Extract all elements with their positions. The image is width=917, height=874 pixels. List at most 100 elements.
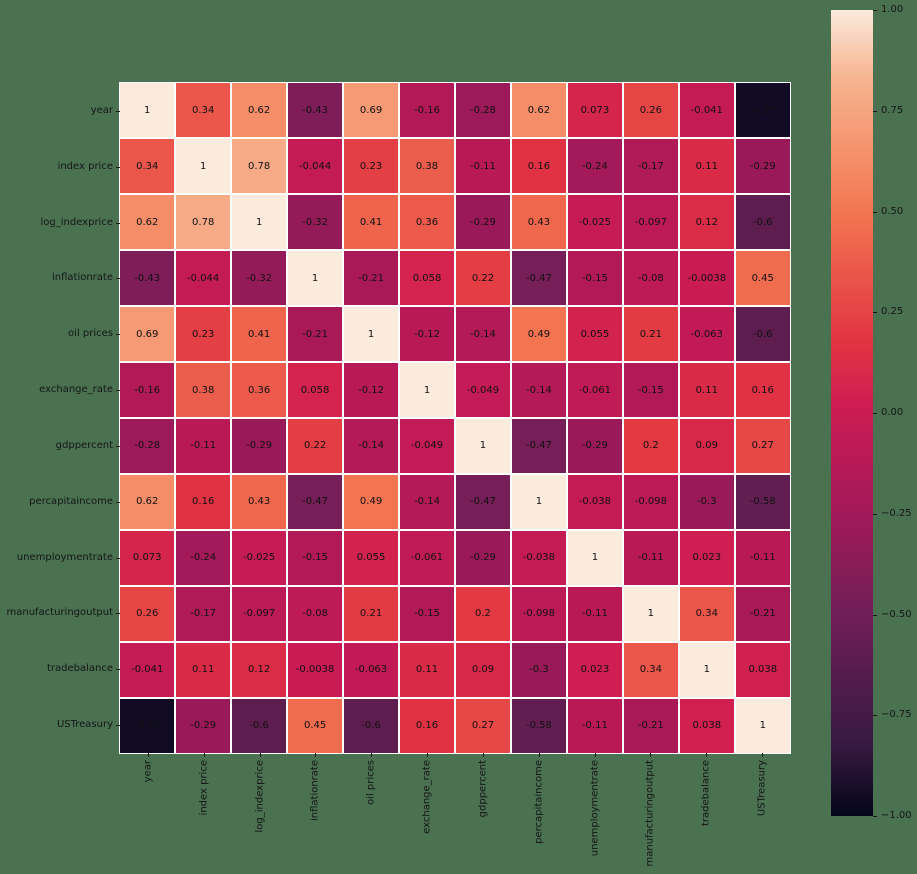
y-axis-tick xyxy=(116,334,120,336)
heatmap-cell-percapitaincome-x-log_indexprice: 0.43 xyxy=(230,473,288,531)
heatmap-cell-log_indexprice-x-percapitaincome: 0.43 xyxy=(510,193,568,251)
heatmap-cell-index price-x-manufacturingoutput: -0.17 xyxy=(622,137,680,195)
colorbar-tick xyxy=(873,413,877,414)
colorbar-tick-label: −1.00 xyxy=(881,810,912,821)
heatmap-cell-log_indexprice-x-USTreasury: -0.6 xyxy=(734,193,791,251)
heatmap-cell-percapitaincome-x-USTreasury: -0.58 xyxy=(734,473,791,531)
heatmap-cell-oil prices-x-gdppercent: -0.14 xyxy=(454,305,512,363)
y-tick-label-tradebalance: tradebalance xyxy=(46,663,113,675)
heatmap-cell-percapitaincome-x-exchange_rate: -0.14 xyxy=(398,473,456,531)
heatmap-cell-gdppercent-x-tradebalance: 0.09 xyxy=(678,417,736,475)
heatmap-cell-manufacturingoutput-x-manufacturingoutput: 1 xyxy=(622,585,680,643)
heatmap-cell-exchange_rate-x-index price: 0.38 xyxy=(174,361,232,419)
colorbar-tick-label: 0.25 xyxy=(881,306,904,318)
y-tick-label-manufacturingoutput: manufacturingoutput xyxy=(6,607,113,619)
heatmap-cell-manufacturingoutput-x-year: 0.26 xyxy=(118,585,176,643)
heatmap-cell-index price-x-unemploymentrate: -0.24 xyxy=(566,137,624,195)
heatmap-cell-log_indexprice-x-exchange_rate: 0.36 xyxy=(398,193,456,251)
heatmap-grid: 1 0.34 0.62 -0.43 0.69 -0.16 -0.28 0.62 0.073 0.2… xyxy=(118,81,791,754)
heatmap-cell-oil prices-x-USTreasury: -0.6 xyxy=(734,305,791,363)
x-tick-label-USTreasury: USTreasury xyxy=(756,760,768,817)
y-tick-label-year: year xyxy=(90,104,113,116)
heatmap-cell-tradebalance-x-log_indexprice: 0.12 xyxy=(230,641,288,699)
y-axis-tick xyxy=(116,501,120,503)
heatmap-cell-log_indexprice-x-oil prices: 0.41 xyxy=(342,193,400,251)
heatmap-cell-oil prices-x-percapitaincome: 0.49 xyxy=(510,305,568,363)
heatmap-cell-tradebalance-x-gdppercent: 0.09 xyxy=(454,641,512,699)
colorbar-tick-label: 0.50 xyxy=(881,205,904,217)
y-axis-tick xyxy=(116,166,120,168)
heatmap-cell-percapitaincome-x-inflationrate: -0.47 xyxy=(286,473,344,531)
heatmap-cell-year-x-inflationrate: -0.43 xyxy=(286,81,344,139)
heatmap-cell-gdppercent-x-unemploymentrate: -0.29 xyxy=(566,417,624,475)
heatmap-cell-index price-x-log_indexprice: 0.78 xyxy=(230,137,288,195)
heatmap-cell-USTreasury-x-USTreasury: 1 xyxy=(734,697,791,754)
heatmap-cell-unemploymentrate-x-oil prices: 0.055 xyxy=(342,529,400,587)
heatmap-cell-log_indexprice-x-index price: 0.78 xyxy=(174,193,232,251)
heatmap-cell-index price-x-index price: 1 xyxy=(174,137,232,195)
x-tick-label-oil prices: oil prices xyxy=(365,760,377,805)
heatmap-cell-tradebalance-x-year: -0.041 xyxy=(118,641,176,699)
heatmap-cell-exchange_rate-x-USTreasury: 0.16 xyxy=(734,361,791,419)
heatmap-cell-oil prices-x-index price: 0.23 xyxy=(174,305,232,363)
heatmap-cell-USTreasury-x-year: -0.95 xyxy=(118,697,176,754)
heatmap-cell-manufacturingoutput-x-tradebalance: 0.34 xyxy=(678,585,736,643)
x-axis-tick xyxy=(259,753,261,757)
x-axis-tick xyxy=(538,753,540,757)
heatmap-cell-USTreasury-x-index price: -0.29 xyxy=(174,697,232,754)
heatmap-cell-percapitaincome-x-year: 0.62 xyxy=(118,473,176,531)
x-tick-label-year: year xyxy=(142,760,154,783)
colorbar-tick-label: 1.00 xyxy=(881,4,904,15)
y-axis-tick xyxy=(116,445,120,447)
heatmap-cell-gdppercent-x-percapitaincome: -0.47 xyxy=(510,417,568,475)
y-axis-tick xyxy=(116,669,120,671)
x-tick-label-index price: index price xyxy=(198,760,210,816)
heatmap-cell-tradebalance-x-index price: 0.11 xyxy=(174,641,232,699)
y-axis-tick xyxy=(116,110,120,112)
x-tick-label-unemploymentrate: unemploymentrate xyxy=(589,760,601,857)
heatmap-cell-tradebalance-x-unemploymentrate: 0.023 xyxy=(566,641,624,699)
y-axis-tick xyxy=(116,613,120,615)
heatmap-cell-year-x-tradebalance: -0.041 xyxy=(678,81,736,139)
colorbar-tick xyxy=(873,10,877,11)
heatmap-cell-oil prices-x-inflationrate: -0.21 xyxy=(286,305,344,363)
heatmap-cell-gdppercent-x-exchange_rate: -0.049 xyxy=(398,417,456,475)
x-tick-label-gdppercent: gdppercent xyxy=(477,760,489,818)
x-axis-tick xyxy=(371,753,373,757)
heatmap-cell-percapitaincome-x-percapitaincome: 1 xyxy=(510,473,568,531)
heatmap-cell-tradebalance-x-percapitaincome: -0.3 xyxy=(510,641,568,699)
heatmap-cell-index price-x-oil prices: 0.23 xyxy=(342,137,400,195)
colorbar-tick-label: −0.50 xyxy=(881,608,912,620)
heatmap-cell-tradebalance-x-exchange_rate: 0.11 xyxy=(398,641,456,699)
heatmap-cell-log_indexprice-x-gdppercent: -0.29 xyxy=(454,193,512,251)
heatmap-cell-oil prices-x-year: 0.69 xyxy=(118,305,176,363)
heatmap-cell-oil prices-x-tradebalance: -0.063 xyxy=(678,305,736,363)
heatmap-cell-tradebalance-x-USTreasury: 0.038 xyxy=(734,641,791,699)
x-tick-label-percapitaincome: percapitaincome xyxy=(533,760,545,844)
x-axis-tick xyxy=(482,753,484,757)
heatmap-cell-percapitaincome-x-manufacturingoutput: -0.098 xyxy=(622,473,680,531)
heatmap-cell-log_indexprice-x-log_indexprice: 1 xyxy=(230,193,288,251)
heatmap-cell-log_indexprice-x-manufacturingoutput: -0.097 xyxy=(622,193,680,251)
heatmap-cell-index price-x-year: 0.34 xyxy=(118,137,176,195)
heatmap-cell-year-x-unemploymentrate: 0.073 xyxy=(566,81,624,139)
heatmap-cell-gdppercent-x-inflationrate: 0.22 xyxy=(286,417,344,475)
heatmap-cell-index price-x-gdppercent: -0.11 xyxy=(454,137,512,195)
y-axis-tick xyxy=(116,222,120,224)
heatmap-cell-unemploymentrate-x-log_indexprice: -0.025 xyxy=(230,529,288,587)
colorbar-tick xyxy=(873,211,877,213)
heatmap-cell-gdppercent-x-manufacturingoutput: 0.2 xyxy=(622,417,680,475)
heatmap-cell-USTreasury-x-manufacturingoutput: -0.21 xyxy=(622,697,680,754)
colorbar-tick xyxy=(873,614,877,616)
x-tick-label-exchange_rate: exchange_rate xyxy=(421,760,433,834)
colorbar-tick-label: −0.75 xyxy=(881,709,912,721)
heatmap-cell-exchange_rate-x-manufacturingoutput: -0.15 xyxy=(622,361,680,419)
heatmap-cell-year-x-USTreasury: -0.95 xyxy=(734,81,791,139)
colorbar-tick xyxy=(873,715,877,717)
heatmap-cell-gdppercent-x-index price: -0.11 xyxy=(174,417,232,475)
x-axis-tick xyxy=(203,753,205,757)
heatmap-cell-index price-x-tradebalance: 0.11 xyxy=(678,137,736,195)
heatmap-cell-gdppercent-x-oil prices: -0.14 xyxy=(342,417,400,475)
heatmap-cell-inflationrate-x-gdppercent: 0.22 xyxy=(454,249,512,307)
y-axis-tick xyxy=(116,278,120,280)
